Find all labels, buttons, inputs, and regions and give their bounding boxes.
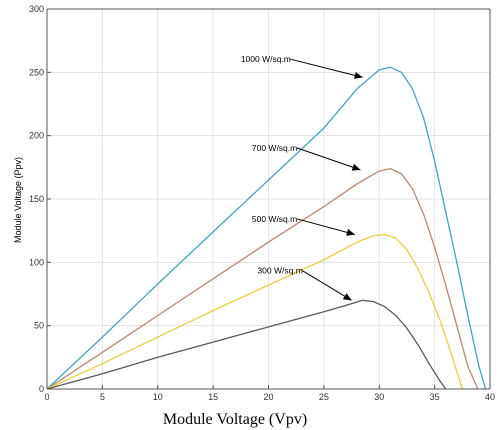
annotation-arrow-line: [296, 218, 356, 235]
x-tick-label: 5: [100, 392, 105, 402]
x-tick-label: 0: [44, 392, 49, 402]
y-tick-label: 250: [29, 67, 44, 77]
annotation-label: 300 W/sq.m: [257, 266, 302, 276]
annotation-arrowhead: [351, 163, 361, 171]
annotation-arrow-line: [302, 270, 352, 301]
x-tick-label: 25: [319, 392, 329, 402]
series-line-0: [46, 66, 487, 390]
x-axis-label: Module Voltage (Vpv): [163, 411, 307, 428]
x-tick-label: 40: [485, 392, 495, 402]
grid: [46, 8, 491, 390]
x-tick-label: 15: [208, 392, 218, 402]
series-lines: [46, 66, 487, 390]
annotation-label: 700 W/sq.m: [252, 143, 297, 153]
annotation-arrowhead: [346, 228, 355, 236]
x-tick-label: 35: [430, 392, 440, 402]
annotation-arrow-line: [290, 58, 363, 78]
x-tick-label: 30: [374, 392, 384, 402]
annotation-arrowhead: [353, 71, 363, 79]
annotation-arrowhead: [342, 293, 352, 301]
series-line-1: [46, 167, 479, 390]
y-tick-label: 100: [29, 257, 44, 267]
y-axis-label: Module Voltage (Ppv): [13, 157, 23, 243]
annotation-arrow-line: [296, 147, 361, 171]
y-tick-label: 200: [29, 131, 44, 141]
y-tick-label: 300: [29, 4, 44, 14]
y-tick-label: 150: [29, 194, 44, 204]
annotations: 1000 W/sq.m 700 W/sq.m 500 W/sq.m 300 W/sq.…: [241, 54, 363, 301]
series-line-2: [46, 233, 463, 390]
annotation-label: 500 W/sq.m: [252, 214, 297, 224]
x-tick-label: 10: [153, 392, 163, 402]
x-tick-label: 20: [263, 392, 273, 402]
y-tick-label: 50: [34, 321, 44, 331]
axes: 0 5 10 15 20 25 30 35 40 0 50 100 150 200 250 300: [29, 4, 495, 402]
y-tick-label: 0: [39, 384, 44, 394]
annotation-label: 1000 W/sq.m: [241, 54, 291, 64]
series-line-3: [46, 299, 447, 390]
